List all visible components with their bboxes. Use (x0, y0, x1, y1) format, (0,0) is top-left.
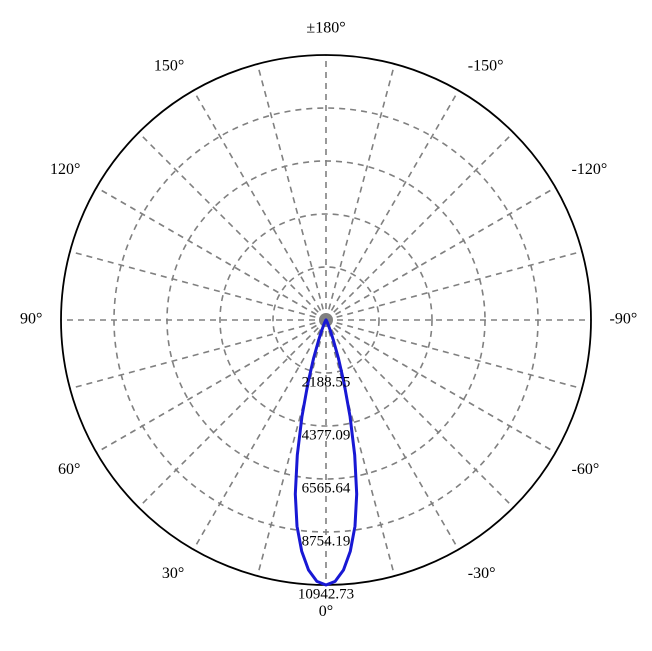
ring-label: 6565.64 (302, 481, 351, 497)
angle-label: -60° (572, 461, 600, 478)
angle-label: 60° (58, 461, 80, 478)
angle-label: 120° (50, 161, 80, 178)
angle-label: -90° (610, 311, 638, 328)
ring-label: 2188.55 (302, 375, 351, 391)
ring-label: 8754.19 (302, 534, 351, 550)
angle-label: -120° (572, 161, 608, 178)
angle-label: -30° (468, 565, 496, 582)
angle-label: 0° (319, 603, 333, 620)
angle-label: 150° (154, 57, 184, 74)
angle-label: -150° (468, 57, 504, 74)
ring-label: 4377.09 (302, 428, 351, 444)
angle-label: 90° (20, 311, 42, 328)
polar-chart: 2188.55 4377.09 6565.64 8754.19 10942.730° 30… (0, 0, 652, 651)
ring-label: 10942.73 (298, 587, 354, 603)
angle-label: ±180° (306, 19, 345, 36)
angle-label: 30° (162, 565, 184, 582)
